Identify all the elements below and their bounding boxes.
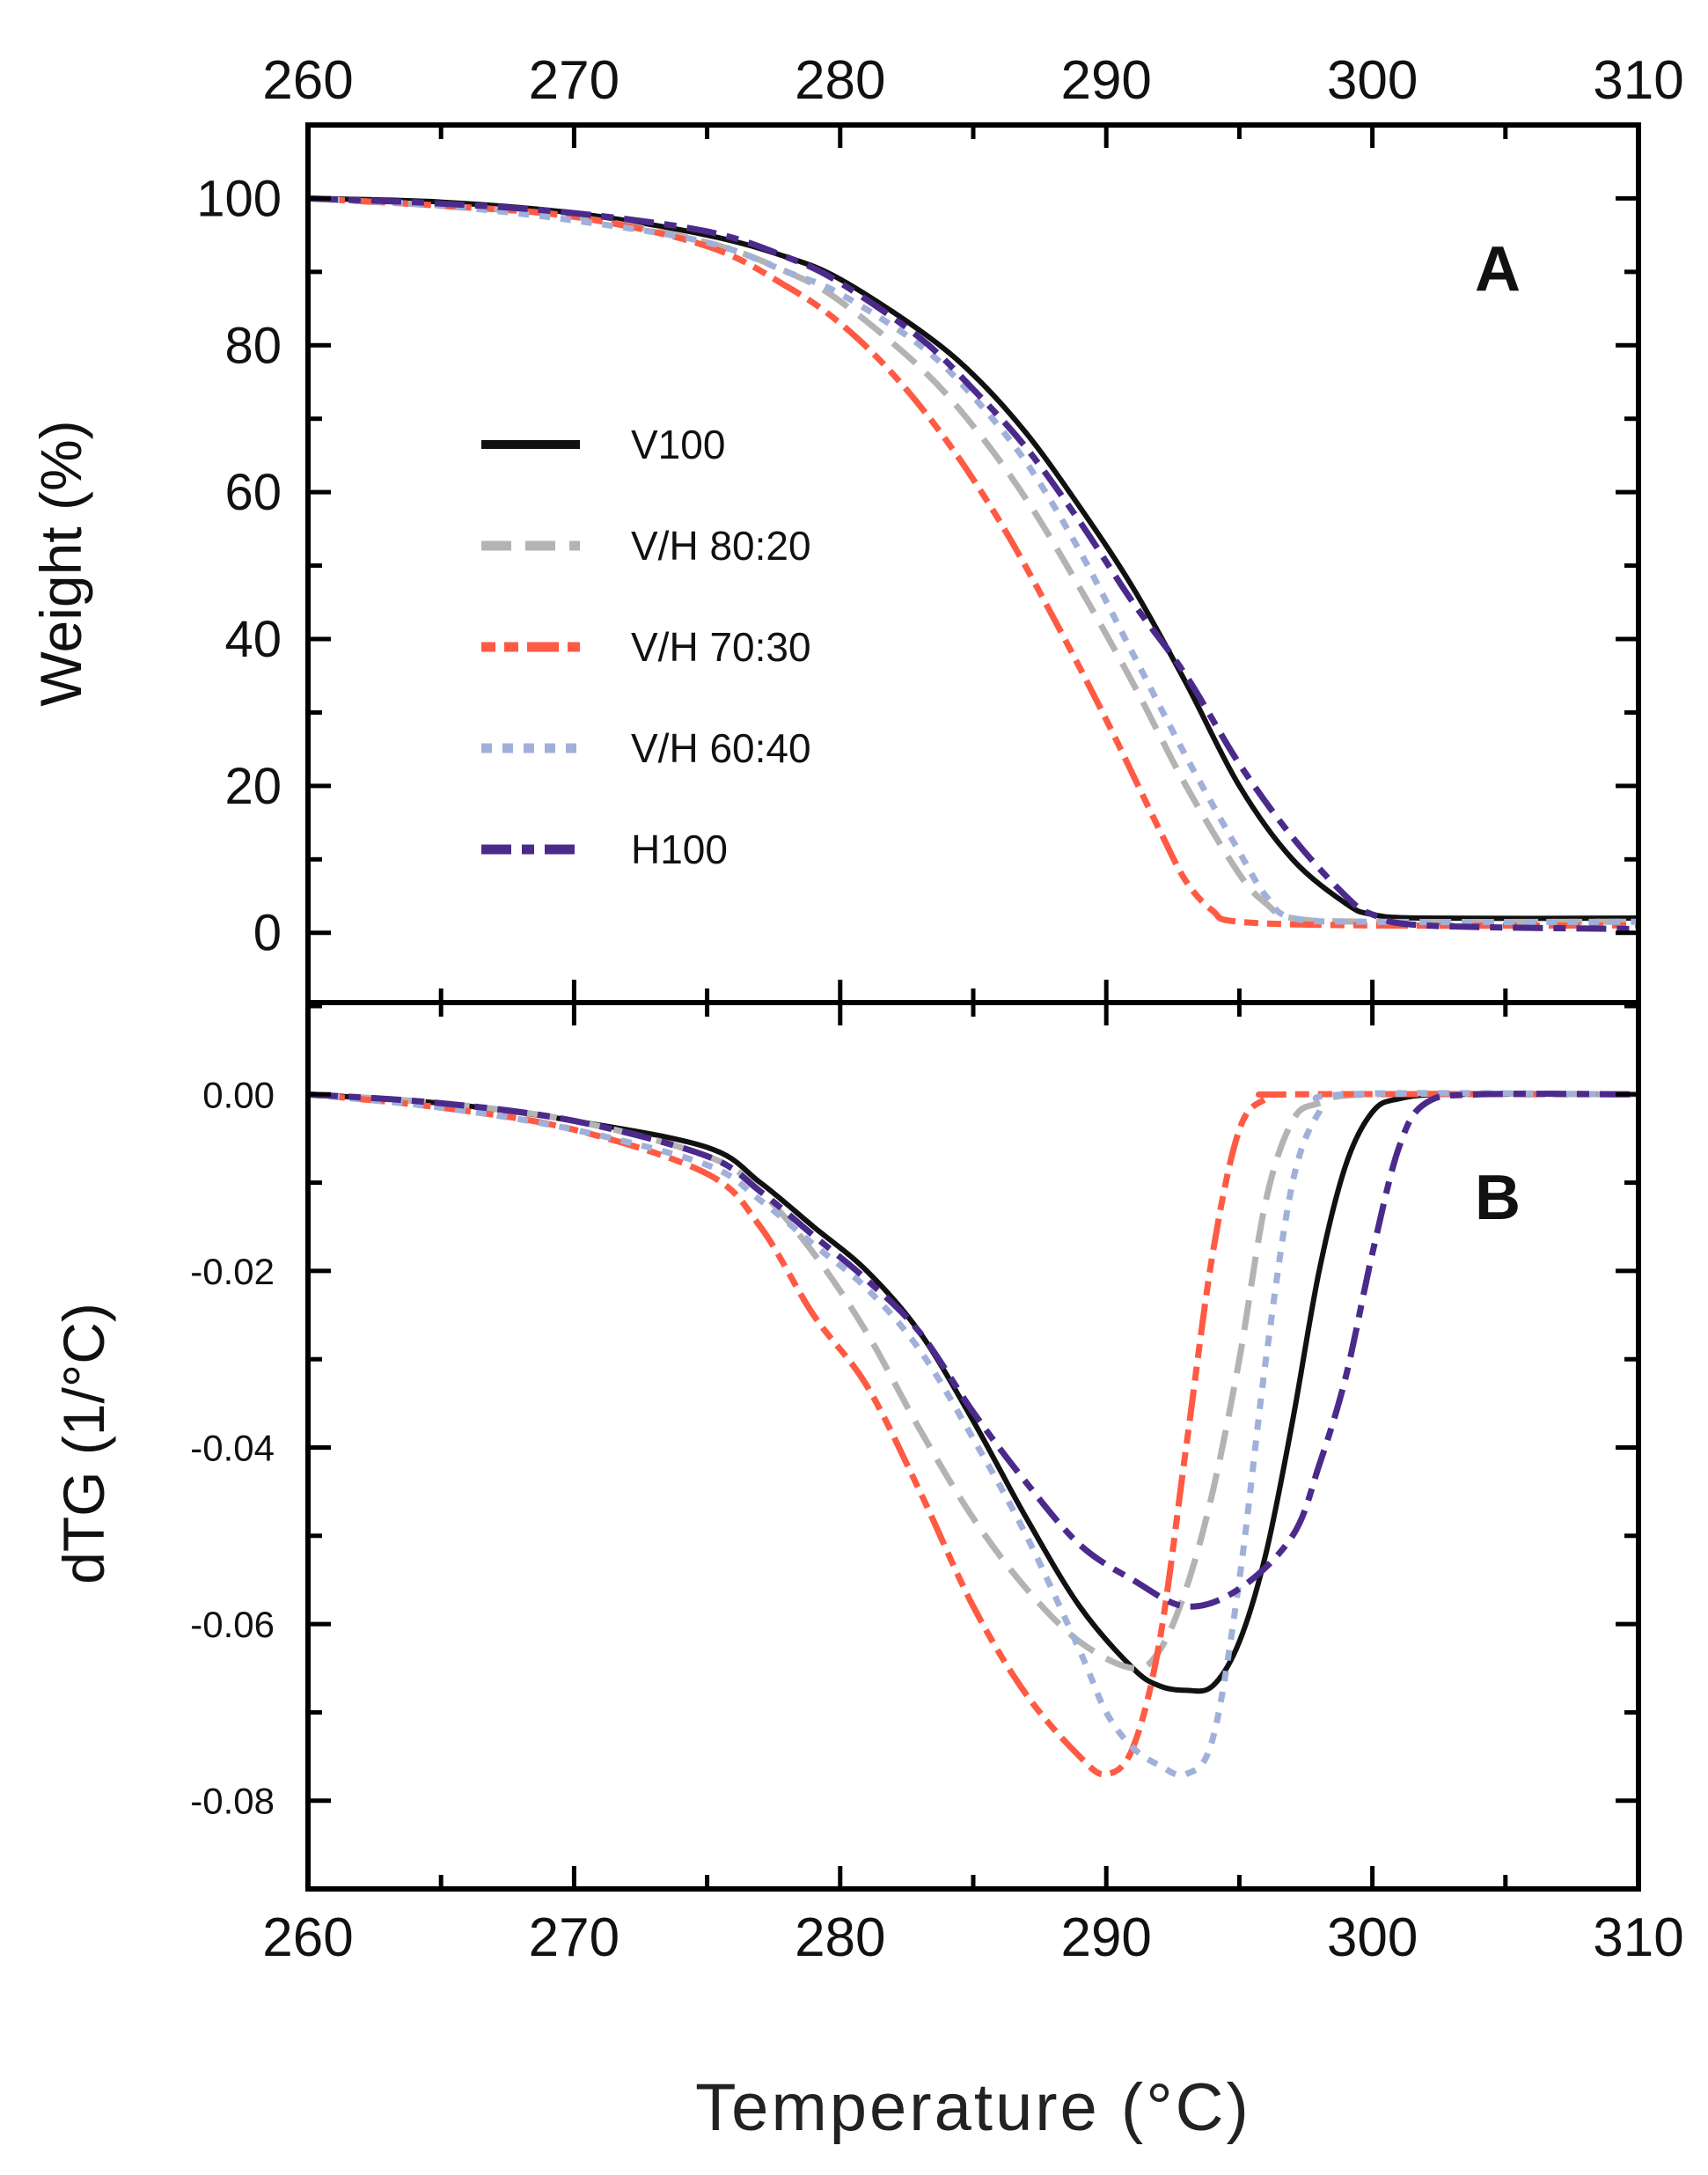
series-line-h100	[308, 195, 1638, 933]
x-tick-label: 310	[1593, 1907, 1683, 1968]
legend-label: V/H 60:40	[631, 725, 811, 771]
x-tick-label-top: 260	[262, 50, 353, 111]
x-axis-label: Temperature (°C)	[695, 2070, 1251, 2145]
x-tick-label-top: 290	[1060, 50, 1151, 111]
panel-label-b: B	[1475, 1163, 1521, 1233]
legend-label: V/H 70:30	[631, 624, 811, 670]
legend: V100 V/H 80:20 V/H 70:30 V/H 60:40 H100	[481, 422, 811, 872]
x-tick-label: 260	[262, 1907, 353, 1968]
x-tick-label-top: 270	[529, 50, 619, 111]
legend-label: V/H 80:20	[631, 523, 811, 569]
x-tick-label-top: 280	[795, 50, 885, 111]
plot-frame	[305, 1000, 1641, 1892]
y-tick-label: 0.00	[202, 1074, 275, 1115]
y-tick-label: 0	[253, 905, 282, 962]
panel-b: 0.00 -0.02 -0.04 -0.06 -0.08 260 270 280 290 300 3…	[190, 1000, 1684, 1968]
y-tick-label: -0.02	[190, 1251, 275, 1292]
legend-label: H100	[631, 827, 728, 872]
x-tick-label: 270	[529, 1907, 619, 1968]
panel-a: 0 20 40 60 80 100 260 270 280 290 300 310 V100 V/H 80…	[196, 50, 1684, 1005]
y-axis-label-a: Weight (%)	[28, 420, 93, 706]
y-axis-label-b: dTG (1/°C)	[51, 1303, 116, 1584]
y-tick-label: -0.08	[190, 1781, 275, 1822]
y-tick-label: -0.06	[190, 1604, 275, 1645]
series-line-v-h-70-30	[308, 1091, 1638, 1778]
x-tick-label-top: 310	[1593, 50, 1683, 111]
y-tick-label: 80	[224, 317, 282, 374]
series-line-v100	[308, 195, 1638, 922]
series-line-v-h-80-20	[308, 1091, 1638, 1672]
series-line-v-h-60-40	[308, 195, 1638, 926]
legend-label: V100	[631, 422, 725, 467]
y-tick-label: -0.04	[190, 1428, 275, 1469]
series-line-v100	[308, 1091, 1638, 1694]
series-line-v-h-60-40	[308, 1090, 1638, 1779]
y-tick-label: 40	[224, 611, 282, 668]
y-tick-label: 100	[196, 170, 282, 227]
x-tick-label: 280	[795, 1907, 885, 1968]
y-tick-label: 20	[224, 758, 282, 815]
series-line-h100	[308, 1091, 1638, 1610]
x-tick-label: 290	[1060, 1907, 1151, 1968]
plot-frame	[305, 122, 1641, 1005]
x-tick-label: 300	[1327, 1907, 1418, 1968]
x-tick-label-top: 300	[1327, 50, 1418, 111]
series-line-v-h-70-30	[308, 195, 1638, 930]
y-tick-label: 60	[224, 464, 282, 521]
panel-label-a: A	[1475, 234, 1521, 305]
series-line-v-h-80-20	[308, 195, 1638, 926]
